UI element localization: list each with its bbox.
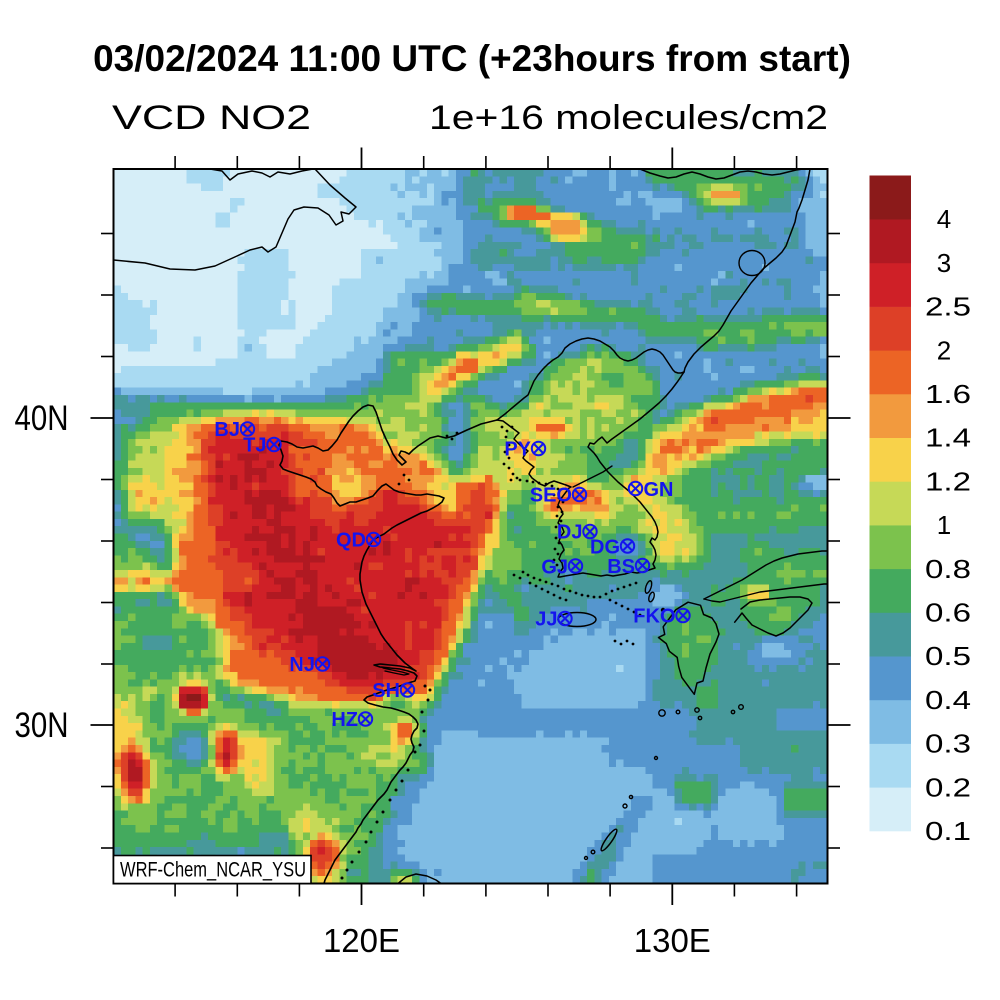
svg-text:30N: 30N	[15, 706, 69, 745]
svg-text:JJ: JJ	[535, 609, 557, 631]
svg-text:VCD NO2: VCD NO2	[112, 99, 311, 137]
svg-text:120E: 120E	[323, 922, 400, 959]
svg-text:1: 1	[937, 510, 951, 540]
svg-text:1.6: 1.6	[925, 379, 971, 409]
svg-text:1.2: 1.2	[925, 466, 971, 496]
svg-text:130E: 130E	[634, 922, 711, 959]
svg-text:0.8: 0.8	[925, 554, 971, 584]
svg-text:4: 4	[937, 204, 951, 234]
svg-text:DJ: DJ	[557, 522, 583, 544]
svg-text:FKO: FKO	[633, 606, 675, 628]
svg-text:TJ: TJ	[243, 435, 266, 457]
svg-text:40N: 40N	[15, 399, 69, 438]
svg-text:0.2: 0.2	[925, 772, 971, 802]
svg-text:GN: GN	[644, 479, 674, 501]
svg-text:WRF-Chem_NCAR_YSU: WRF-Chem_NCAR_YSU	[120, 859, 306, 882]
svg-text:GJ: GJ	[541, 557, 568, 579]
svg-text:BJ: BJ	[214, 419, 240, 441]
svg-text:PY: PY	[504, 439, 531, 461]
svg-text:DG: DG	[590, 537, 620, 559]
svg-text:0.1: 0.1	[925, 816, 971, 846]
svg-text:QD: QD	[336, 530, 366, 552]
svg-text:SEO: SEO	[530, 485, 572, 507]
svg-text:HZ: HZ	[331, 709, 358, 731]
svg-text:SH: SH	[372, 680, 400, 702]
svg-text:0.4: 0.4	[925, 685, 971, 715]
svg-text:0.5: 0.5	[925, 641, 971, 671]
svg-text:2.5: 2.5	[925, 292, 971, 322]
svg-text:0.3: 0.3	[925, 729, 971, 759]
svg-text:3: 3	[937, 248, 951, 278]
svg-text:NJ: NJ	[289, 654, 315, 676]
svg-text:BS: BS	[607, 556, 635, 578]
svg-text:1e+16 molecules/cm2: 1e+16 molecules/cm2	[429, 99, 828, 137]
svg-text:03/02/2024 11:00 UTC (+23hours: 03/02/2024 11:00 UTC (+23hours from star…	[93, 38, 851, 79]
svg-text:2: 2	[937, 335, 951, 365]
svg-text:0.6: 0.6	[925, 598, 971, 628]
svg-text:1.4: 1.4	[925, 423, 971, 453]
